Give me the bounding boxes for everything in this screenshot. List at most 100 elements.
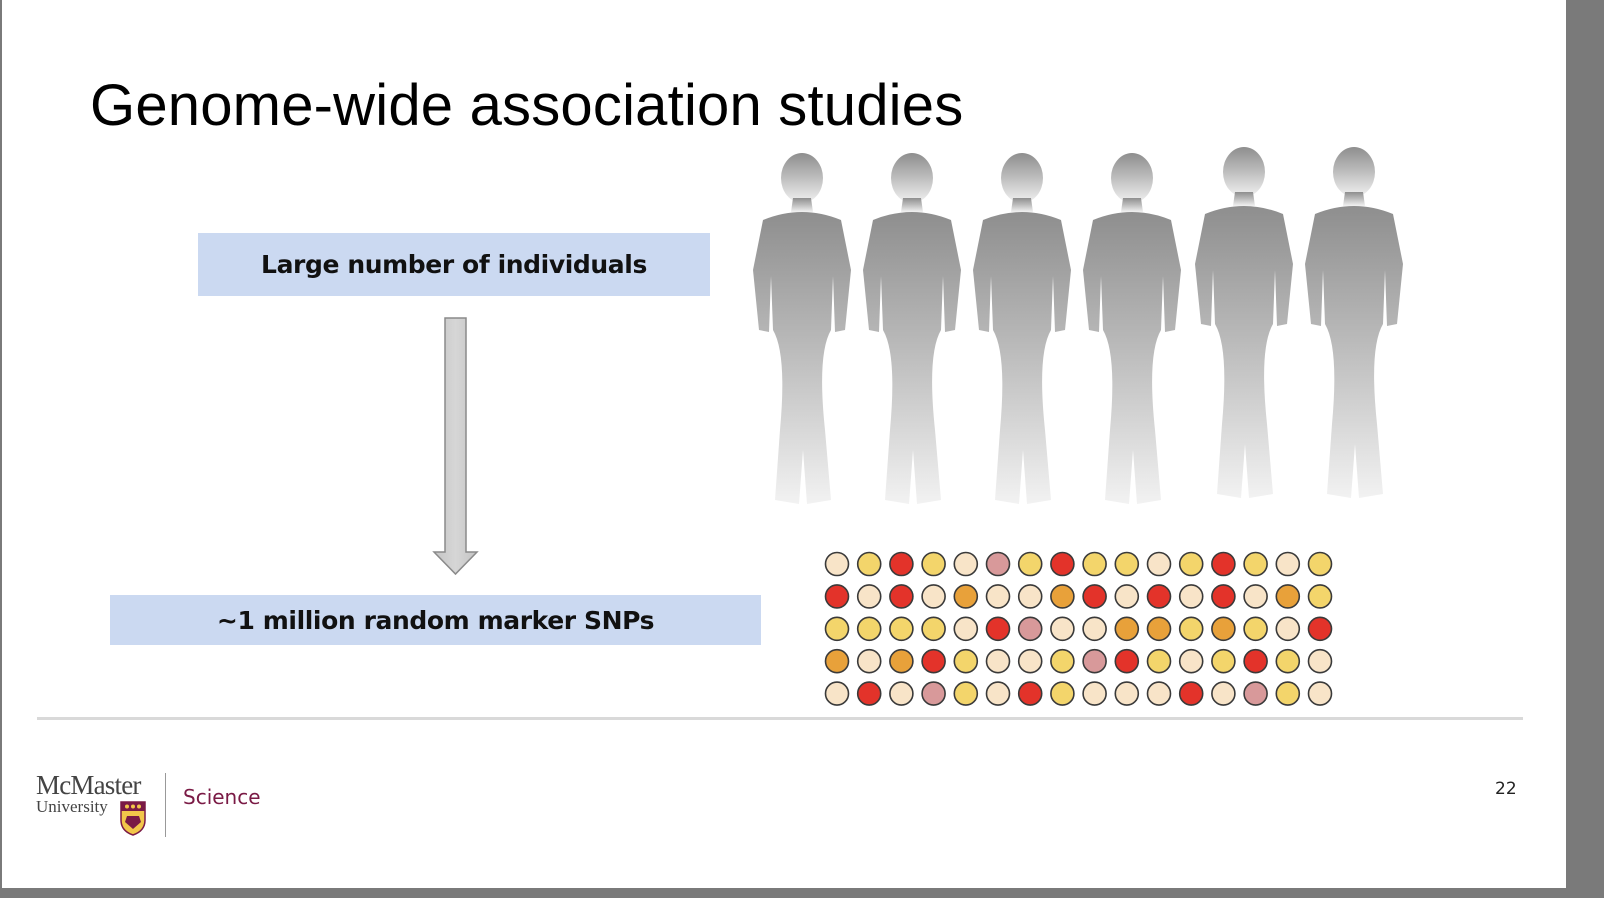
slide: Genome-wide association studies Large nu… xyxy=(2,0,1566,888)
snp-marker-dot xyxy=(1211,648,1236,674)
snp-marker-dot xyxy=(824,616,850,642)
person-silhouette-4 xyxy=(1083,153,1181,504)
snp-marker-dot xyxy=(1275,584,1301,609)
snp-marker-dot xyxy=(889,551,914,577)
snp-marker-dot xyxy=(1050,584,1075,609)
snp-marker-dot xyxy=(1275,681,1301,706)
snp-marker-dot xyxy=(1050,551,1075,577)
snp-marker-dot xyxy=(921,551,946,577)
individuals-label-box: Large number of individuals xyxy=(198,233,710,296)
person-silhouette-3 xyxy=(973,153,1071,504)
snp-marker-dot xyxy=(889,616,914,642)
snp-marker-dot xyxy=(1017,681,1043,706)
snp-marker-dot xyxy=(921,681,946,706)
snp-marker-dot xyxy=(921,616,946,642)
snp-marker-dot xyxy=(856,551,882,577)
snp-marker-dot xyxy=(953,616,979,642)
slide-title: Genome-wide association studies xyxy=(90,73,964,138)
snp-marker-dot xyxy=(985,551,1011,577)
person-silhouette-1 xyxy=(753,153,851,504)
snp-marker-dot xyxy=(1017,616,1043,642)
snp-marker-dot xyxy=(1243,584,1268,609)
snp-marker-dot xyxy=(1211,616,1236,642)
snp-marker-dot xyxy=(1211,584,1236,609)
snp-marker-dot xyxy=(1275,648,1301,674)
snp-marker-dot xyxy=(1307,648,1333,674)
snp-marker-dot xyxy=(1211,551,1236,577)
snp-marker-dot xyxy=(953,681,979,706)
snp-marker-dot xyxy=(1243,648,1268,674)
snp-marker-dot xyxy=(1114,648,1140,674)
snp-marker-dot xyxy=(889,681,914,706)
snp-marker-dot xyxy=(1114,551,1140,577)
snp-marker-dot xyxy=(1050,681,1075,706)
person-silhouette-6 xyxy=(1305,147,1403,498)
snp-marker-dot xyxy=(1082,551,1107,577)
snp-marker-dot xyxy=(856,648,882,674)
snp-marker-dot xyxy=(1178,648,1204,674)
snp-marker-dot xyxy=(1082,584,1107,609)
university-logo-subtext: University xyxy=(36,797,108,816)
snp-marker-dot xyxy=(1307,584,1333,609)
snp-marker-dot xyxy=(1243,681,1268,706)
snp-marker-dot xyxy=(1114,681,1140,706)
snp-marker-dot xyxy=(1017,551,1043,577)
snp-marker-dot xyxy=(1275,551,1301,577)
snp-marker-dot xyxy=(824,648,850,674)
snp-marker-dot xyxy=(1307,681,1333,706)
snp-marker-dot xyxy=(856,616,882,642)
snp-marker-dot xyxy=(1178,616,1204,642)
snp-marker-dot xyxy=(953,551,979,577)
snp-marker-dot xyxy=(953,648,979,674)
snp-marker-dot xyxy=(856,681,882,706)
snp-marker-dot xyxy=(1017,648,1043,674)
person-silhouette-2 xyxy=(863,153,961,504)
page-number: 22 xyxy=(1495,779,1517,799)
snp-marker-dot xyxy=(1307,616,1333,642)
snp-marker-dot xyxy=(985,616,1011,642)
snp-marker-dot xyxy=(1017,584,1043,609)
person-silhouette-5 xyxy=(1195,147,1293,498)
snp-marker-dot xyxy=(1082,616,1107,642)
down-arrow-icon xyxy=(432,317,479,576)
university-logo-name: McMaster xyxy=(36,770,141,800)
snp-marker-dot xyxy=(824,681,850,706)
snp-marker-dot xyxy=(1114,616,1140,642)
snp-marker-dot xyxy=(1050,648,1075,674)
snp-marker-dot xyxy=(985,648,1011,674)
snps-label: ~1 million random marker SNPs xyxy=(216,605,655,635)
snp-marker-dot xyxy=(1307,551,1333,577)
snp-marker-dot xyxy=(1050,616,1075,642)
snp-marker-dot xyxy=(1243,616,1268,642)
snp-marker-dot xyxy=(1178,551,1204,577)
snp-marker-grid xyxy=(824,551,1333,706)
snp-marker-dot xyxy=(1211,681,1236,706)
snp-marker-dot xyxy=(824,551,850,577)
snp-marker-dot xyxy=(1114,584,1140,609)
snp-marker-dot xyxy=(985,584,1011,609)
snps-label-box: ~1 million random marker SNPs xyxy=(110,595,761,645)
university-crest-icon xyxy=(120,801,146,836)
snp-marker-dot xyxy=(1146,681,1172,706)
snp-marker-dot xyxy=(1082,681,1107,706)
snp-marker-dot xyxy=(1146,551,1172,577)
footer-logo-divider xyxy=(165,773,166,837)
individuals-label: Large number of individuals xyxy=(261,250,647,279)
people-silhouettes xyxy=(753,147,1403,504)
snp-marker-dot xyxy=(921,648,946,674)
snp-marker-dot xyxy=(1178,584,1204,609)
snp-marker-dot xyxy=(1082,648,1107,674)
footer-divider-line xyxy=(37,717,1523,720)
snp-marker-dot xyxy=(1146,648,1172,674)
snp-marker-dot xyxy=(1275,616,1301,642)
snp-marker-dot xyxy=(953,584,979,609)
snp-marker-dot xyxy=(856,584,882,609)
snp-marker-dot xyxy=(824,584,850,609)
snp-marker-dot xyxy=(1146,584,1172,609)
snp-marker-dot xyxy=(1178,681,1204,706)
snp-marker-dot xyxy=(1243,551,1268,577)
snp-marker-dot xyxy=(921,584,946,609)
snp-marker-dot xyxy=(889,584,914,609)
snp-marker-dot xyxy=(985,681,1011,706)
faculty-label: Science xyxy=(183,785,261,809)
